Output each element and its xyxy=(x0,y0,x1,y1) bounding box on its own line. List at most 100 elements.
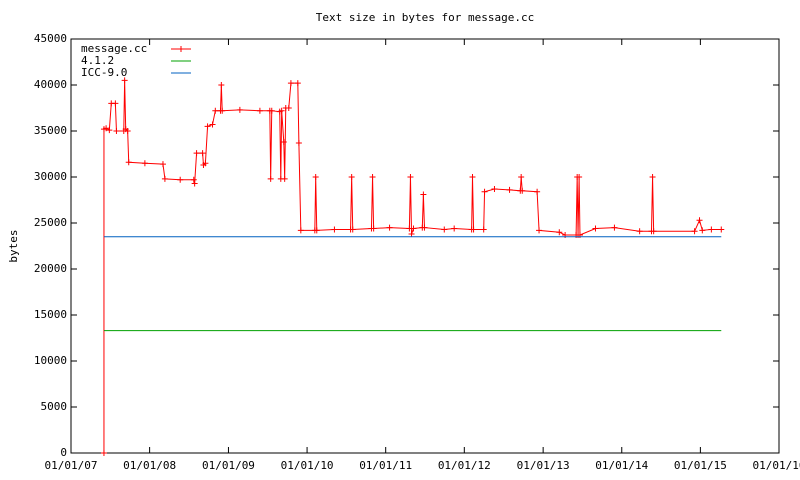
y-tick-label: 45000 xyxy=(34,32,67,45)
y-tick-label: 10000 xyxy=(34,354,67,367)
x-tick-label: 01/01/15 xyxy=(674,459,727,472)
point-marker xyxy=(209,121,216,128)
point-marker xyxy=(481,188,488,195)
series-line xyxy=(103,80,722,453)
legend-label: 4.1.2 xyxy=(81,54,114,67)
legend-label: ICC-9.0 xyxy=(81,66,127,79)
point-marker xyxy=(313,227,320,234)
point-marker xyxy=(121,77,128,84)
point-marker xyxy=(650,228,657,235)
y-tick-label: 30000 xyxy=(34,170,67,183)
point-marker xyxy=(480,226,487,233)
plot-frame xyxy=(70,38,780,454)
point-marker xyxy=(199,150,206,157)
point-marker xyxy=(112,100,119,107)
point-marker xyxy=(421,224,428,231)
point-marker xyxy=(441,226,448,233)
point-marker xyxy=(297,227,304,234)
point-marker xyxy=(699,227,706,234)
point-marker xyxy=(212,107,219,114)
point-marker xyxy=(125,159,132,166)
point-marker xyxy=(280,139,287,146)
x-tick-label: 01/01/11 xyxy=(359,459,412,472)
point-marker xyxy=(294,80,301,87)
point-marker xyxy=(636,228,643,235)
point-marker xyxy=(191,180,198,187)
legend-label: message.cc xyxy=(81,42,147,55)
x-tick-label: 01/01/16 xyxy=(753,459,800,472)
point-marker xyxy=(470,226,477,233)
point-marker xyxy=(281,175,288,182)
point-marker xyxy=(159,161,166,168)
point-marker xyxy=(718,226,725,233)
point-marker xyxy=(534,188,541,195)
point-marker xyxy=(287,80,294,87)
point-marker xyxy=(256,107,263,114)
point-marker xyxy=(491,185,498,192)
point-marker xyxy=(193,150,200,157)
point-marker xyxy=(331,226,338,233)
y-tick-label: 20000 xyxy=(34,262,67,275)
point-marker xyxy=(536,227,543,234)
point-marker xyxy=(100,450,107,456)
point-marker xyxy=(649,174,656,180)
point-marker xyxy=(219,107,226,114)
point-marker xyxy=(576,174,583,180)
y-tick-label: 35000 xyxy=(34,124,67,137)
point-marker xyxy=(408,231,415,238)
point-marker xyxy=(124,128,131,134)
y-tick-label: 40000 xyxy=(34,78,67,91)
y-tick-label: 0 xyxy=(60,446,67,459)
point-marker xyxy=(236,106,243,113)
point-marker xyxy=(370,225,377,232)
point-marker xyxy=(349,226,356,233)
point-marker xyxy=(410,225,417,232)
x-tick-label: 01/01/12 xyxy=(438,459,491,472)
x-tick-label: 01/01/08 xyxy=(123,459,176,472)
point-marker xyxy=(556,229,563,236)
x-tick-label: 01/01/09 xyxy=(202,459,255,472)
point-marker xyxy=(106,127,113,134)
point-marker xyxy=(141,160,148,167)
point-marker xyxy=(506,186,513,193)
point-marker xyxy=(348,174,355,180)
point-marker xyxy=(218,82,225,88)
y-tick-label: 5000 xyxy=(41,400,68,413)
y-axis-label: bytes xyxy=(7,229,20,262)
point-marker xyxy=(268,107,275,114)
point-marker xyxy=(312,174,319,180)
point-marker xyxy=(386,224,393,231)
point-marker xyxy=(691,228,698,235)
y-tick-label: 25000 xyxy=(34,216,67,229)
point-marker xyxy=(204,123,211,130)
point-marker xyxy=(161,175,168,182)
point-marker xyxy=(696,217,703,224)
point-marker xyxy=(285,105,292,111)
point-marker xyxy=(113,128,120,134)
point-marker xyxy=(451,225,458,232)
point-marker xyxy=(420,191,427,198)
point-marker xyxy=(267,175,274,182)
legend-marker xyxy=(178,46,184,52)
x-tick-label: 01/01/13 xyxy=(517,459,570,472)
chart-title: Text size in bytes for message.cc xyxy=(316,11,535,24)
point-marker xyxy=(469,174,476,180)
point-marker xyxy=(518,174,525,180)
point-marker xyxy=(369,174,376,180)
point-marker xyxy=(278,107,285,114)
x-tick-label: 01/01/14 xyxy=(595,459,648,472)
point-marker xyxy=(190,176,197,183)
point-marker xyxy=(103,125,110,132)
x-tick-label: 01/01/10 xyxy=(281,459,334,472)
point-marker xyxy=(202,160,209,167)
x-tick-label: 01/01/07 xyxy=(45,459,98,472)
point-marker xyxy=(592,225,599,232)
point-marker xyxy=(708,226,715,233)
point-marker xyxy=(407,174,414,180)
point-marker xyxy=(611,224,618,231)
point-marker xyxy=(519,187,526,194)
point-marker xyxy=(177,176,184,183)
point-marker xyxy=(295,139,302,146)
y-tick-label: 15000 xyxy=(34,308,67,321)
